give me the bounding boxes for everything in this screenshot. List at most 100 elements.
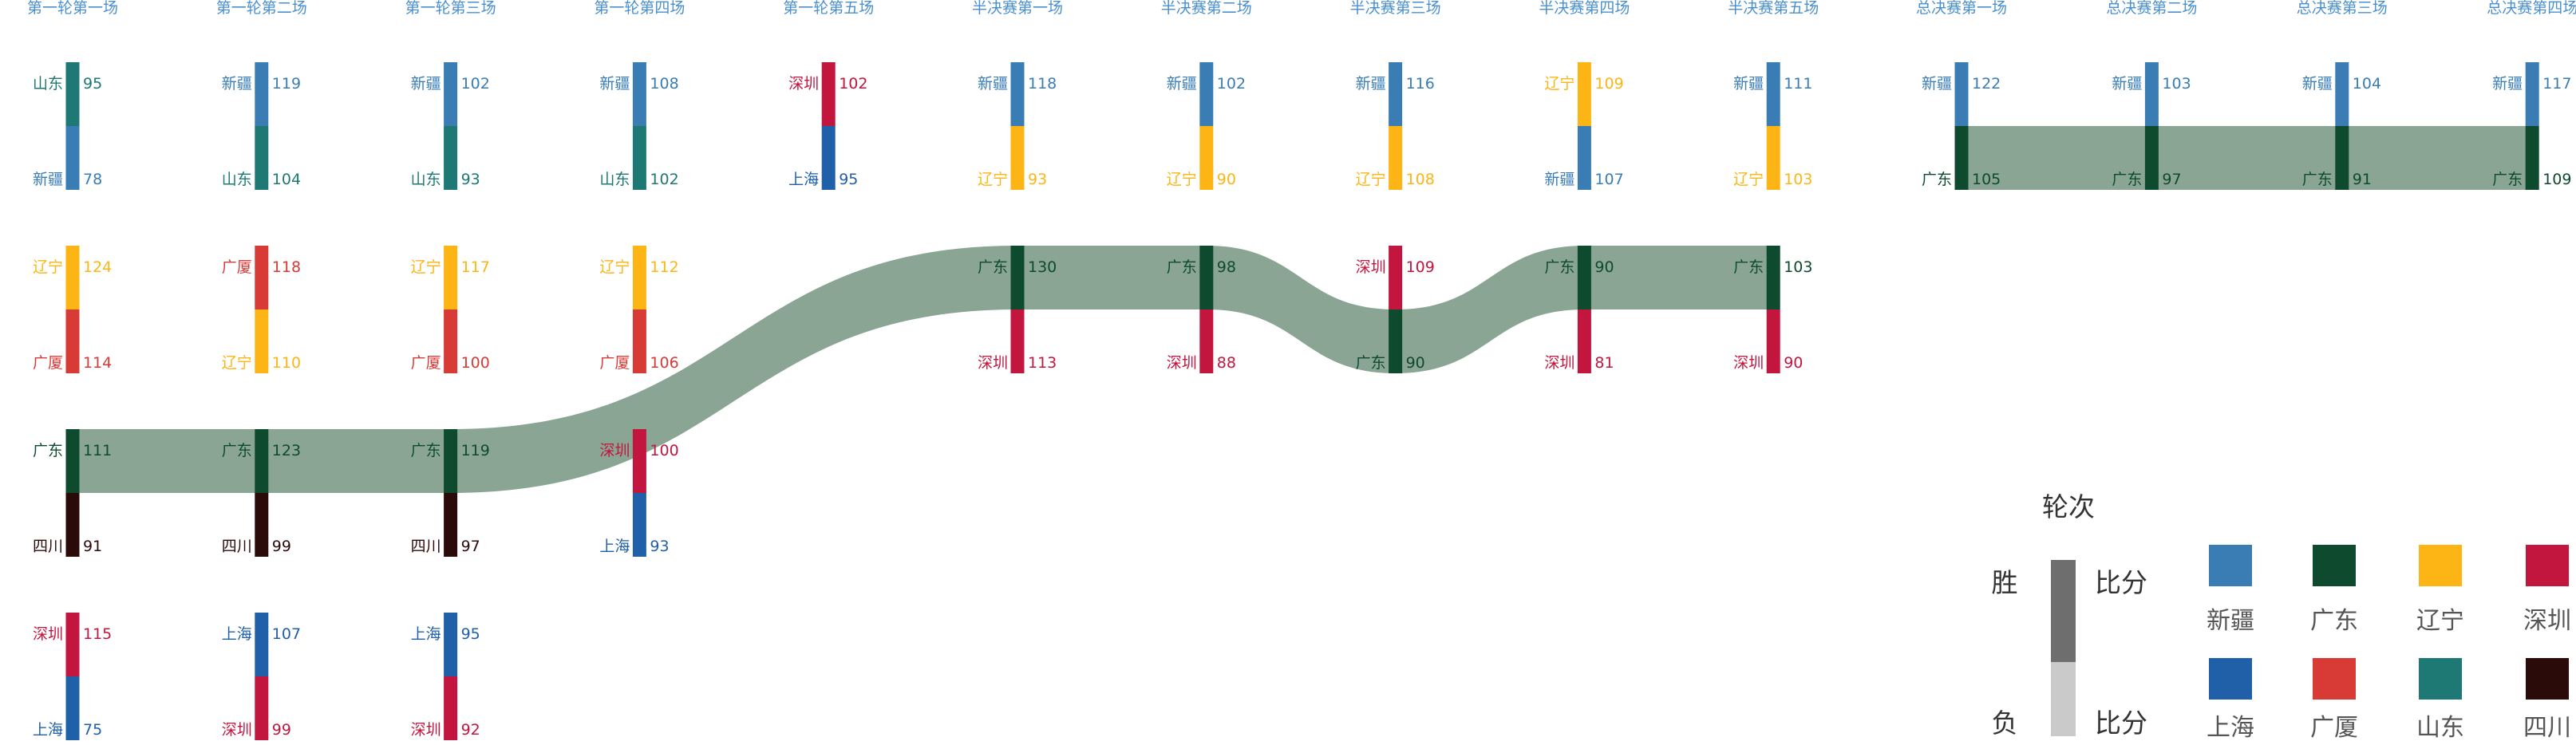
winner-score: 95 <box>83 75 102 93</box>
legend-team-label: 山东 <box>2416 714 2464 742</box>
winner-bar <box>2525 62 2539 126</box>
loser-team-label: 辽宁 <box>222 354 252 372</box>
winner-bar <box>632 429 646 493</box>
loser-team-label: 深圳 <box>1733 354 1764 372</box>
winner-score: 118 <box>1028 75 1057 93</box>
loser-bar <box>632 126 646 190</box>
winner-score: 104 <box>2353 75 2381 93</box>
winner-score: 111 <box>1784 75 1812 93</box>
legend-team-swatch <box>2526 545 2569 586</box>
round-label: 第一轮第二场 <box>216 0 307 17</box>
winner-score: 111 <box>83 442 112 459</box>
loser-bar <box>821 126 836 190</box>
loser-team-label: 辽宁 <box>1733 171 1764 188</box>
winner-team-label: 深圳 <box>33 625 63 643</box>
legend-loss-label: 负 <box>1992 708 2018 739</box>
winner-team-label: 上海 <box>411 625 441 643</box>
loser-score: 100 <box>461 354 490 372</box>
winner-team-label: 广东 <box>1733 258 1764 276</box>
match-group: 山东 95 新疆 78 <box>33 62 102 190</box>
winner-score: 122 <box>1972 75 2001 93</box>
loser-score: 91 <box>83 538 102 555</box>
legend-loss-swatch <box>2051 662 2076 736</box>
winner-team-label: 辽宁 <box>33 258 63 276</box>
winner-team-label: 广东 <box>1544 258 1574 276</box>
legend-team-swatch <box>2526 658 2569 700</box>
loser-team-label: 新疆 <box>33 171 63 188</box>
loser-bar <box>2335 126 2349 190</box>
loser-bar <box>2525 126 2539 190</box>
loser-team-label: 山东 <box>411 171 441 188</box>
winner-team-label: 新疆 <box>2302 75 2333 93</box>
winner-bar <box>1577 246 1591 309</box>
loser-score: 97 <box>461 538 480 555</box>
round-label: 半决赛第一场 <box>972 0 1063 17</box>
winner-team-label: 新疆 <box>599 75 630 93</box>
loser-team-label: 广厦 <box>599 354 630 372</box>
winner-bar <box>1766 246 1780 309</box>
winner-score: 102 <box>1217 75 1246 93</box>
legend-score-label: 比分 <box>2095 567 2147 598</box>
loser-score: 104 <box>272 171 301 188</box>
loser-score: 95 <box>839 171 858 188</box>
winner-team-label: 深圳 <box>788 75 819 93</box>
match-group: 深圳 115 上海 75 <box>33 613 112 740</box>
loser-bar <box>255 676 269 740</box>
winner-team-label: 新疆 <box>1356 75 1386 93</box>
winner-bar <box>632 246 646 309</box>
guangdong-path-layer <box>73 126 2533 493</box>
match-group: 上海 107 深圳 99 <box>222 613 301 740</box>
winner-score: 117 <box>2542 75 2571 93</box>
loser-bar <box>632 493 646 557</box>
winner-score: 123 <box>272 442 301 459</box>
loser-score: 108 <box>1406 171 1435 188</box>
round-label: 半决赛第三场 <box>1350 0 1441 17</box>
legend-title: 轮次 <box>2042 491 2095 522</box>
winner-score: 107 <box>272 625 301 643</box>
match-group: 广厦 118 辽宁 110 <box>222 246 301 373</box>
winner-bar <box>65 613 80 676</box>
loser-team-label: 四川 <box>222 538 252 555</box>
loser-bar <box>255 126 269 190</box>
loser-team-label: 四川 <box>411 538 441 555</box>
loser-score: 91 <box>2353 171 2372 188</box>
match-group: 广东 90 深圳 81 <box>1544 246 1614 373</box>
winner-bar <box>255 429 269 493</box>
match-group: 新疆 108 山东 102 <box>599 62 679 190</box>
winner-team-label: 广东 <box>1167 258 1197 276</box>
loser-score: 90 <box>1784 354 1803 372</box>
round-label: 总决赛第四场 <box>2487 0 2576 17</box>
loser-bar <box>1010 309 1025 373</box>
loser-score: 105 <box>1972 171 2001 188</box>
round-label: 第一轮第四场 <box>594 0 685 17</box>
winner-score: 102 <box>461 75 490 93</box>
loser-team-label: 深圳 <box>1544 354 1574 372</box>
match-group: 深圳 100 上海 93 <box>599 429 679 557</box>
winner-team-label: 广东 <box>222 442 252 459</box>
winner-bar <box>821 62 836 126</box>
match-group: 新疆 116 辽宁 108 <box>1356 62 1435 190</box>
legend-team-swatch <box>2419 545 2462 586</box>
loser-bar <box>65 493 80 557</box>
match-group: 新疆 111 辽宁 103 <box>1733 62 1812 190</box>
winner-bar <box>1389 246 1403 309</box>
winner-bar <box>1766 62 1780 126</box>
winner-bar <box>255 613 269 676</box>
loser-bar <box>65 309 80 373</box>
winner-score: 116 <box>1406 75 1435 93</box>
match-group: 广东 103 深圳 90 <box>1733 246 1812 373</box>
loser-score: 93 <box>461 171 480 188</box>
winner-team-label: 新疆 <box>1922 75 1952 93</box>
loser-team-label: 广东 <box>1356 354 1386 372</box>
winner-bar <box>444 429 458 493</box>
winner-team-label: 广东 <box>33 442 63 459</box>
legend-win-swatch <box>2051 560 2076 662</box>
round-label: 第一轮第五场 <box>783 0 874 17</box>
loser-score: 113 <box>1028 354 1057 372</box>
match-group: 新疆 102 辽宁 90 <box>1167 62 1246 190</box>
loser-bar <box>1766 126 1780 190</box>
loser-bar <box>255 309 269 373</box>
match-group: 辽宁 112 广厦 106 <box>599 246 679 373</box>
winner-score: 119 <box>272 75 301 93</box>
loser-bar <box>1954 126 1969 190</box>
